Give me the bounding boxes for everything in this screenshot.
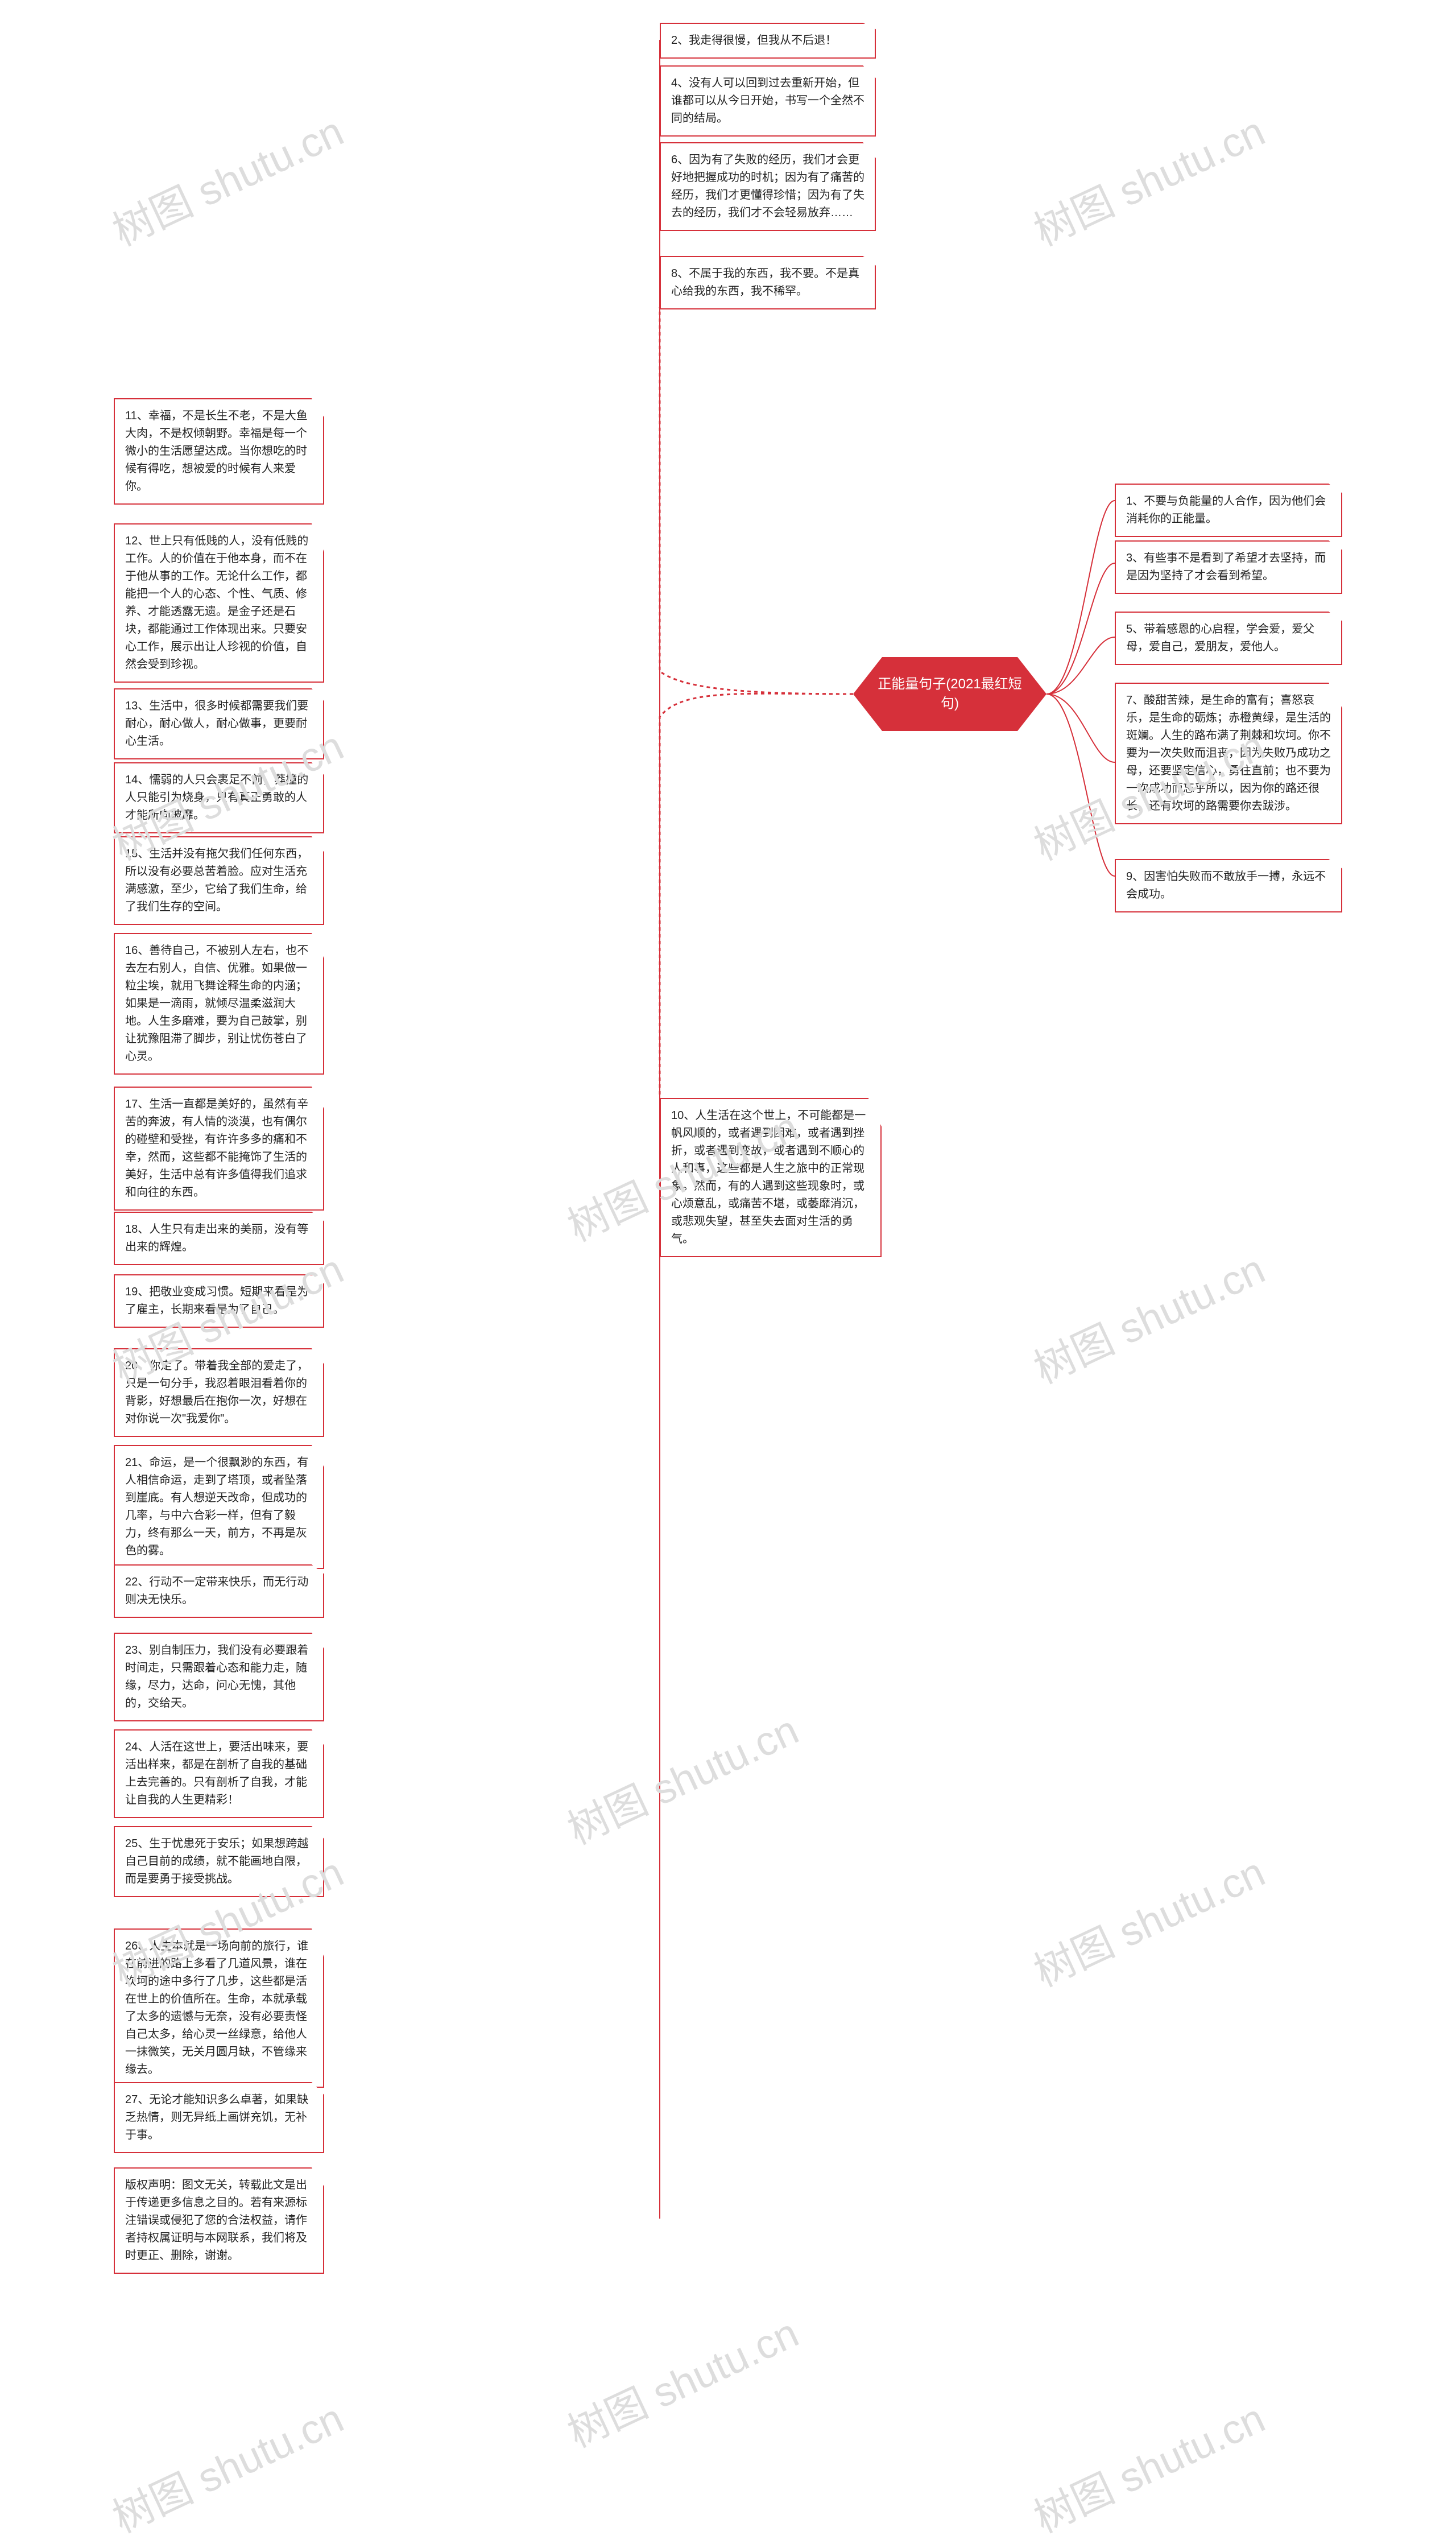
- node-l19: 19、把敬业变成习惯。短期来看是为了雇主，长期来看是为了自己。: [114, 1274, 324, 1328]
- node-l14: 14、懦弱的人只会裹足不前，莽撞的人只能引为烧身，只有真正勇敢的人才能所向披靡。: [114, 762, 324, 833]
- watermark: 树图 shutu.cn: [556, 1697, 806, 1856]
- node-10: 10、人生活在这个世上，不可能都是一帆风顺的，或者遇到困难，或者遇到挫折，或者遇…: [660, 1098, 882, 1257]
- node-l15: 15、生活并没有拖欠我们任何东西，所以没有必要总苦着脸。应对生活充满感激，至少，…: [114, 836, 324, 925]
- watermark: 树图 shutu.cn: [1023, 98, 1273, 258]
- node-copyright: 版权声明：图文无关，转载此文是出于传递更多信息之目的。若有来源标注错误或侵犯了您…: [114, 2167, 324, 2274]
- node-2: 2、我走得很慢，但我从不后退！: [660, 23, 876, 59]
- node-9: 9、因害怕失败而不敢放手一搏，永远不会成功。: [1115, 859, 1342, 912]
- node-l11: 11、幸福，不是长生不老，不是大鱼大肉，不是权倾朝野。幸福是每一个微小的生活愿望…: [114, 398, 324, 505]
- node-l21: 21、命运，是一个很飘渺的东西，有人相信命运，走到了塔顶，或者坠落到崖底。有人想…: [114, 1445, 324, 1569]
- node-l25: 25、生于忧患死于安乐；如果想跨越自己目前的成绩，就不能画地自限，而是要勇于接受…: [114, 1826, 324, 1897]
- node-l17: 17、生活一直都是美好的，虽然有辛苦的奔波，有人情的淡漠，也有偶尔的碰壁和受挫，…: [114, 1087, 324, 1211]
- watermark: 树图 shutu.cn: [1023, 2385, 1273, 2544]
- node-6: 6、因为有了失败的经历，我们才会更好地把握成功的时机；因为有了痛苦的经历，我们才…: [660, 142, 876, 231]
- node-l27: 27、无论才能知识多么卓著，如果缺乏热情，则无异纸上画饼充饥，无补于事。: [114, 2082, 324, 2153]
- node-1: 1、不要与负能量的人合作，因为他们会消耗你的正能量。: [1115, 484, 1342, 537]
- node-l22: 22、行动不一定带来快乐，而无行动则决无快乐。: [114, 1564, 324, 1618]
- node-8: 8、不属于我的东西，我不要。不是真心给我的东西，我不稀罕。: [660, 256, 876, 309]
- node-l16: 16、善待自己，不被别人左右，也不去左右别人，自信、优雅。如果做一粒尘埃，就用飞…: [114, 933, 324, 1075]
- node-l26: 26、人生本就是一场向前的旅行，谁在前进的路上多看了几道风景，谁在坎坷的途中多行…: [114, 1928, 324, 2088]
- center-node: 正能量句子(2021最红短句): [853, 657, 1046, 731]
- watermark: 树图 shutu.cn: [101, 98, 351, 258]
- watermark: 树图 shutu.cn: [556, 2300, 806, 2459]
- watermark: 树图 shutu.cn: [1023, 1839, 1273, 1998]
- node-l12: 12、世上只有低贱的人，没有低贱的工作。人的价值在于他本身，而不在于他从事的工作…: [114, 523, 324, 683]
- node-4: 4、没有人可以回到过去重新开始，但谁都可以从今日开始，书写一个全然不同的结局。: [660, 65, 876, 137]
- node-l18: 18、人生只有走出来的美丽，没有等出来的辉煌。: [114, 1212, 324, 1265]
- node-l23: 23、别自制压力，我们没有必要跟着时间走，只需跟着心态和能力走，随缘，尽力，达命…: [114, 1633, 324, 1721]
- node-l20: 20、你走了。带着我全部的爱走了，只是一句分手，我忍着眼泪看着你的背影，好想最后…: [114, 1348, 324, 1437]
- node-l13: 13、生活中，很多时候都需要我们要耐心，耐心做人，耐心做事，更要耐心生活。: [114, 688, 324, 759]
- node-3: 3、有些事不是看到了希望才去坚持，而是因为坚持了才会看到希望。: [1115, 540, 1342, 594]
- node-7: 7、酸甜苦辣，是生命的富有；喜怒哀乐，是生命的砺炼；赤橙黄绿，是生活的斑斓。人生…: [1115, 683, 1342, 824]
- node-5: 5、带着感恩的心启程，学会爱，爱父母，爱自己，爱朋友，爱他人。: [1115, 612, 1342, 665]
- watermark: 树图 shutu.cn: [1023, 1236, 1273, 1395]
- watermark: 树图 shutu.cn: [101, 2385, 351, 2544]
- node-l24: 24、人活在这世上，要活出味来，要活出样来，都是在剖析了自我的基础上去完善的。只…: [114, 1729, 324, 1818]
